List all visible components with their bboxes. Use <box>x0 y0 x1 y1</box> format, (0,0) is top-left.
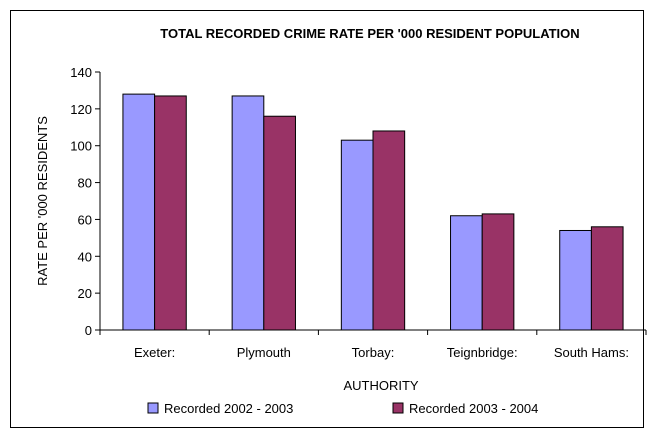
bar <box>154 95 187 331</box>
x-tick-label: Exeter: <box>134 345 175 360</box>
y-tick-label: 0 <box>85 323 92 338</box>
bar <box>590 226 624 331</box>
y-tick-label: 80 <box>78 176 92 191</box>
y-axis-label: RATE PER '000 RESIDENTS <box>35 116 50 286</box>
legend-label: Recorded 2003 - 2004 <box>409 401 538 416</box>
y-tick-label: 100 <box>70 139 92 154</box>
legend-label: Recorded 2002 - 2003 <box>164 401 293 416</box>
bar <box>450 215 483 331</box>
legend-swatch <box>392 402 404 414</box>
chart-title: TOTAL RECORDED CRIME RATE PER '000 RESID… <box>160 26 579 41</box>
bar <box>122 93 156 331</box>
plot-area: 0 20 40 60 80 100 120 140 Exeter: Plymouth Torbay:… <box>70 65 647 360</box>
bar <box>340 139 374 331</box>
y-tick-label: 140 <box>70 65 92 80</box>
bar <box>559 229 592 331</box>
y-tick-label: 20 <box>78 286 92 301</box>
y-tick-label: 40 <box>78 249 92 264</box>
x-tick-label: South Hams: <box>554 345 629 360</box>
y-tick-label: 120 <box>70 102 92 117</box>
legend-swatch <box>147 402 159 414</box>
y-tick-label: 60 <box>78 212 92 227</box>
x-tick-label: Teignbridge: <box>447 345 518 360</box>
x-tick-label: Plymouth <box>237 345 291 360</box>
bar <box>481 213 515 331</box>
chart-frame <box>10 10 644 428</box>
x-axis-label: AUTHORITY <box>343 378 418 393</box>
x-tick-label: Torbay: <box>352 345 395 360</box>
bar <box>372 130 406 331</box>
legend: Recorded 2002 - 2003 Recorded 2003 - 2004 <box>147 401 538 416</box>
bar <box>263 115 296 331</box>
bar <box>231 95 265 331</box>
